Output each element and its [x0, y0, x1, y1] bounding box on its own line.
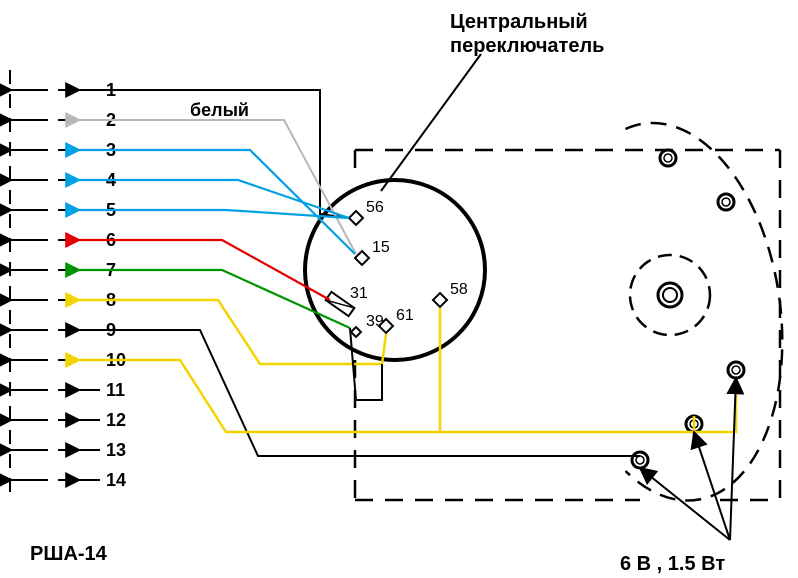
- term-label-58: 58: [450, 281, 468, 298]
- bulb-leader-1: [694, 432, 730, 540]
- bulb-1: [718, 194, 734, 210]
- term-label-31: 31: [350, 285, 368, 302]
- switch-title-1: Центральный: [450, 11, 588, 33]
- bulb-leader-2: [640, 468, 730, 540]
- connector-name: РША-14: [30, 543, 108, 565]
- pin-label-11: 11: [106, 380, 125, 400]
- term-label-56: 56: [366, 199, 384, 216]
- wire-label-w2: белый: [190, 100, 249, 120]
- term-label-15: 15: [372, 239, 390, 256]
- pin-label-12: 12: [106, 410, 126, 430]
- bulb-0: [660, 150, 676, 166]
- pin-label-14: 14: [106, 470, 126, 490]
- bulb-2: [728, 362, 744, 378]
- wire-w4: [78, 180, 349, 218]
- switch-title-2: переключатель: [450, 35, 604, 57]
- center-ring-mid: [658, 283, 682, 307]
- switch-circle: [305, 180, 485, 360]
- bulb-4: [632, 452, 648, 468]
- center-ring-outer: [630, 255, 710, 335]
- center-ring-inner: [663, 288, 677, 302]
- bulb-leader-0: [730, 378, 736, 540]
- assembly-inner-arc: [626, 123, 783, 501]
- wire-w5: [78, 210, 349, 218]
- pin-label-13: 13: [106, 440, 126, 460]
- switch-leader: [381, 54, 481, 191]
- term-label-61: 61: [396, 307, 414, 324]
- power-label: 6 В , 1.5 Вт: [620, 553, 725, 575]
- wiring-diagram: 1234567891011121314РША-14561531396158Цен…: [0, 0, 798, 578]
